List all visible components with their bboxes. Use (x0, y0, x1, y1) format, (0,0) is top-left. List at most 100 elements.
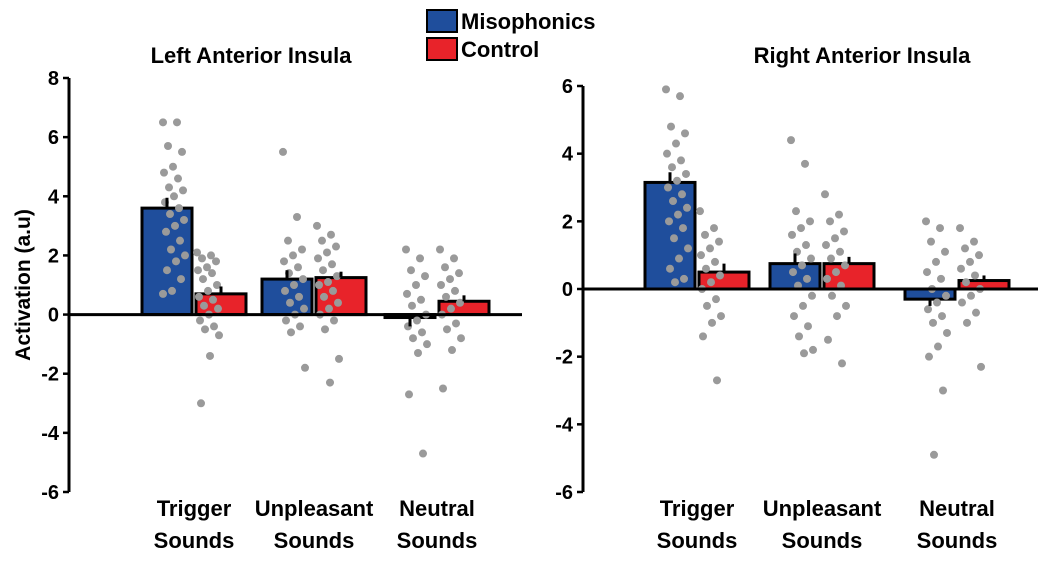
legend: Misophonics Control (426, 9, 595, 62)
data-point (717, 312, 725, 321)
data-point (423, 340, 431, 349)
data-point (697, 251, 705, 260)
data-point (451, 286, 459, 295)
data-point (696, 207, 704, 216)
data-point (961, 244, 969, 253)
data-point (320, 292, 328, 301)
data-point (421, 272, 429, 281)
data-point (841, 261, 849, 270)
data-point (162, 227, 170, 236)
data-point (321, 325, 329, 334)
data-point (279, 147, 287, 156)
data-point (298, 245, 306, 254)
data-point (172, 257, 180, 266)
left-insula-panel: Left Anterior Insula Activation (a.u) -6… (12, 43, 522, 553)
y-tick-label: -2 (41, 364, 59, 386)
y-tick-label: -6 (41, 482, 59, 504)
data-point (293, 212, 301, 221)
data-point (663, 149, 671, 158)
y-tick-label: 2 (48, 245, 59, 267)
data-point (179, 186, 187, 195)
data-point (924, 305, 932, 314)
data-point (707, 278, 715, 287)
data-point (325, 304, 333, 313)
data-point (962, 278, 970, 287)
x-category-label: Sounds (274, 528, 355, 553)
data-point (160, 168, 168, 177)
data-point (836, 247, 844, 256)
data-point (173, 118, 181, 127)
data-point (672, 139, 680, 148)
data-point (164, 142, 172, 151)
data-point (296, 322, 304, 331)
data-point (840, 227, 848, 236)
data-point (319, 266, 327, 275)
data-point (294, 263, 302, 272)
data-point (821, 190, 829, 199)
data-point (804, 322, 812, 331)
data-point (941, 247, 949, 256)
data-point (323, 248, 331, 257)
data-point (212, 257, 220, 266)
data-point (328, 260, 336, 269)
data-point (675, 254, 683, 263)
right-panel-title: Right Anterior Insula (754, 43, 972, 68)
data-point (702, 264, 710, 273)
data-point (802, 241, 810, 250)
data-point (701, 230, 709, 239)
data-point (790, 312, 798, 321)
data-point (455, 269, 463, 278)
data-point (713, 376, 721, 385)
data-point (956, 224, 964, 233)
y-tick-label: -2 (555, 347, 573, 369)
y-tick-label: 4 (48, 186, 60, 208)
data-point (671, 278, 679, 287)
data-point (441, 263, 449, 272)
data-point (329, 286, 337, 295)
data-point (972, 308, 980, 317)
data-point (207, 251, 215, 260)
data-point (280, 257, 288, 266)
data-point (318, 236, 326, 245)
data-point (326, 378, 334, 387)
data-point (670, 234, 678, 243)
data-point (412, 281, 420, 289)
bar-control (697, 270, 751, 291)
data-point (977, 362, 985, 371)
y-tick-label: 8 (48, 68, 59, 90)
data-point (215, 331, 223, 340)
data-point (214, 304, 222, 313)
data-point (798, 261, 806, 270)
right-insula-panel: Right Anterior Insula -6 -4 -2 0 2 4 6 Trigger S… (555, 43, 1038, 553)
data-point (831, 234, 839, 243)
data-point (167, 245, 175, 254)
data-point (324, 278, 332, 287)
data-point (808, 291, 816, 300)
y-tick-label: -6 (555, 482, 573, 504)
legend-swatch-control (426, 37, 458, 61)
data-point (684, 244, 692, 253)
data-point (957, 264, 965, 273)
data-point (181, 251, 189, 260)
data-point (806, 217, 814, 226)
data-point (669, 197, 677, 206)
data-point (413, 316, 421, 325)
x-category-label: Sounds (657, 528, 738, 553)
data-point (838, 359, 846, 368)
data-point (301, 363, 309, 372)
data-point (163, 266, 171, 275)
data-point (927, 237, 935, 246)
data-point (169, 162, 177, 171)
data-point (683, 203, 691, 212)
left-panel-title: Left Anterior Insula (151, 43, 353, 68)
data-point (416, 254, 424, 263)
data-point (807, 254, 815, 263)
data-point (193, 248, 201, 257)
data-point (195, 292, 203, 301)
data-point (334, 298, 342, 307)
data-point (299, 275, 307, 284)
data-point (788, 230, 796, 239)
data-point (407, 266, 415, 275)
data-point (447, 304, 455, 313)
data-point (332, 242, 340, 251)
